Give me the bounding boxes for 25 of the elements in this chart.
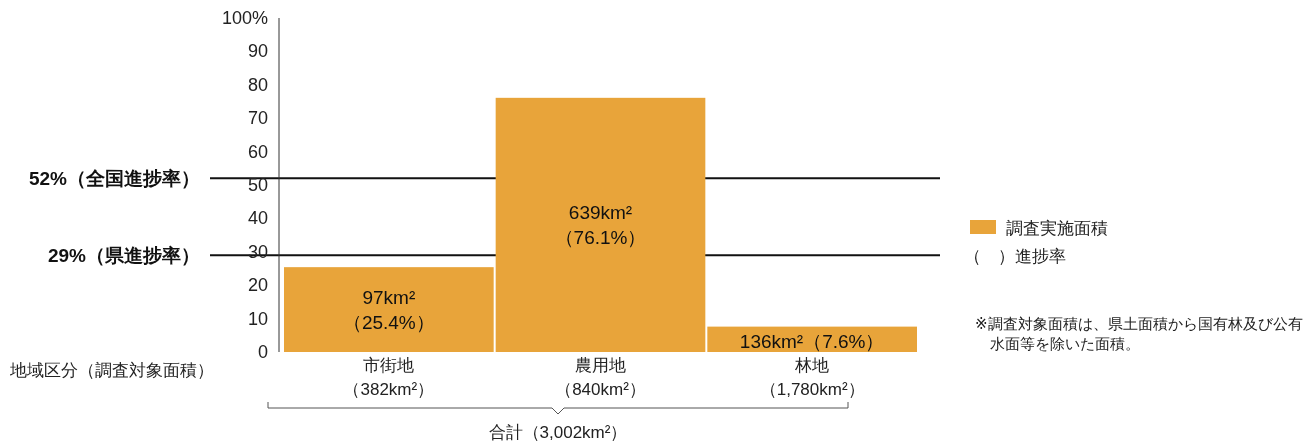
y-tick-label: 70 xyxy=(247,108,268,129)
legend-label: 調査実施面積 xyxy=(1006,219,1108,238)
ref-line-label: 29%（県進捗率） xyxy=(47,245,200,267)
ref-line-label: 52%（全国進捗率） xyxy=(28,168,200,190)
data-label: 97km² （25.4%） xyxy=(342,286,435,333)
y-tick-label: 0 xyxy=(257,342,268,362)
y-tick-label: 40 xyxy=(247,208,268,229)
text: （ ）進捗率 xyxy=(964,247,1066,266)
y-tick-label: 80 xyxy=(247,74,268,95)
bar xyxy=(284,267,494,352)
y-tick-label: 90 xyxy=(247,41,268,62)
y-tick-label: 10 xyxy=(247,308,268,329)
y-tick-label: 100% xyxy=(221,8,268,28)
text: 地域区分（調査対象面積） xyxy=(9,361,214,380)
y-tick-label: 20 xyxy=(247,275,268,296)
text: ※調査対象面積は、県土面積から国有林及び公有水面等を除いた面積。 xyxy=(975,314,1304,354)
data-label: 639km² （76.1%） xyxy=(554,201,647,248)
x-tick-label: 農用地（840km²） xyxy=(554,355,647,401)
y-tick-label: 60 xyxy=(247,141,268,162)
x-tick-label: 市街地（382km²） xyxy=(342,355,436,401)
x-tick-label: 林地（1,780km²） xyxy=(758,355,866,401)
data-label: 136km²（7.6%） xyxy=(739,331,885,352)
y-tick-label: 50 xyxy=(247,175,268,195)
bar xyxy=(495,97,706,352)
text: 合計（3,002km²） xyxy=(488,423,628,441)
